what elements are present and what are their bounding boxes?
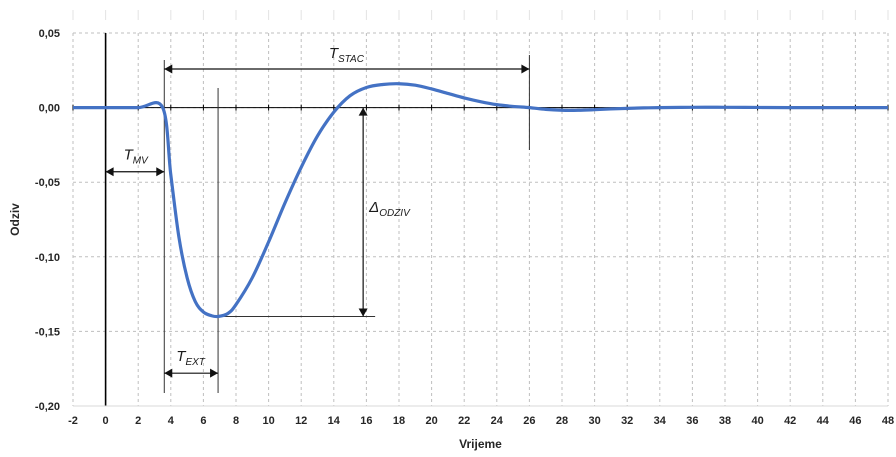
x-tick-label: 4: [168, 415, 175, 427]
x-tick-label: 26: [523, 415, 535, 427]
x-tick-label: 28: [556, 415, 568, 427]
x-tick-label: 12: [295, 415, 307, 427]
y-tick-label: -0,10: [35, 252, 60, 264]
x-tick-label: 6: [200, 415, 206, 427]
series-line: [73, 82, 888, 319]
tick-labels: -2 0 2 4 6 8 10 12 14 16 18 20 22 24 26 28 30 32 34 36 38 40 4…: [35, 28, 894, 427]
x-tick-label: 20: [425, 415, 437, 427]
x-tick-label: 48: [882, 415, 894, 427]
y-tick-label: 0,00: [39, 103, 60, 115]
t-mv-arrow-head-left: [105, 167, 114, 177]
x-tick-label: 10: [262, 415, 274, 427]
annotation-guides: [163, 55, 530, 393]
x-tick-label: 16: [360, 415, 372, 427]
delta-odziv-label-sub: ODZIV: [379, 208, 411, 219]
x-tick-label: 42: [784, 415, 796, 427]
y-tick-label: -0,05: [35, 177, 60, 189]
x-tick-label: 30: [588, 415, 600, 427]
x-tick-label: 44: [817, 415, 830, 427]
t-stac-arrow-head-left: [164, 64, 173, 74]
y-tick-label: 0,05: [39, 28, 60, 40]
delta-odziv-head-up: [358, 107, 368, 116]
x-tick-label: 0: [103, 415, 109, 427]
x-tick-label: 32: [621, 415, 633, 427]
t-mv-label: TMV: [124, 147, 150, 167]
delta-odziv-head-down: [358, 308, 368, 317]
x-tick-label: 2: [135, 415, 141, 427]
delta-odziv-label: ΔODZIV: [368, 199, 411, 219]
x-axis-title: Vrijeme: [459, 437, 502, 451]
x-tick-label: 40: [751, 415, 763, 427]
t-ext-label: TEXT: [176, 348, 206, 368]
t-stac-label-main: T: [329, 45, 340, 62]
t-stac-label-sub: STAC: [338, 54, 365, 65]
t-ext-arrow-head-right: [210, 368, 219, 378]
x-tick-label: 38: [719, 415, 731, 427]
y-axis-title: Odziv: [8, 203, 22, 236]
t-mv-label-sub: MV: [133, 156, 149, 167]
x-tick-label: -2: [68, 415, 78, 427]
t-ext-arrow-head-left: [164, 368, 173, 378]
x-tick-label: 14: [328, 415, 341, 427]
t-ext-label-sub: EXT: [185, 357, 205, 368]
axes: [72, 33, 889, 407]
t-ext-label-main: T: [176, 348, 187, 365]
x-tick-label: 36: [686, 415, 698, 427]
t-mv-arrow-head-right: [156, 167, 165, 177]
x-tick-label: 22: [458, 415, 470, 427]
series-layer: [73, 82, 888, 319]
delta-odziv-label-main: Δ: [368, 199, 379, 216]
t-stac-arrow-head-right: [521, 64, 530, 74]
t-mv-label-main: T: [124, 147, 135, 164]
x-tick-label: 8: [233, 415, 239, 427]
t-stac-label: TSTAC: [329, 45, 365, 65]
y-tick-label: -0,20: [35, 401, 60, 413]
x-tick-label: 34: [654, 415, 667, 427]
x-tick-label: 24: [491, 415, 504, 427]
y-tick-label: -0,15: [35, 326, 60, 338]
x-tick-label: 18: [393, 415, 405, 427]
x-tick-label: 46: [849, 415, 861, 427]
